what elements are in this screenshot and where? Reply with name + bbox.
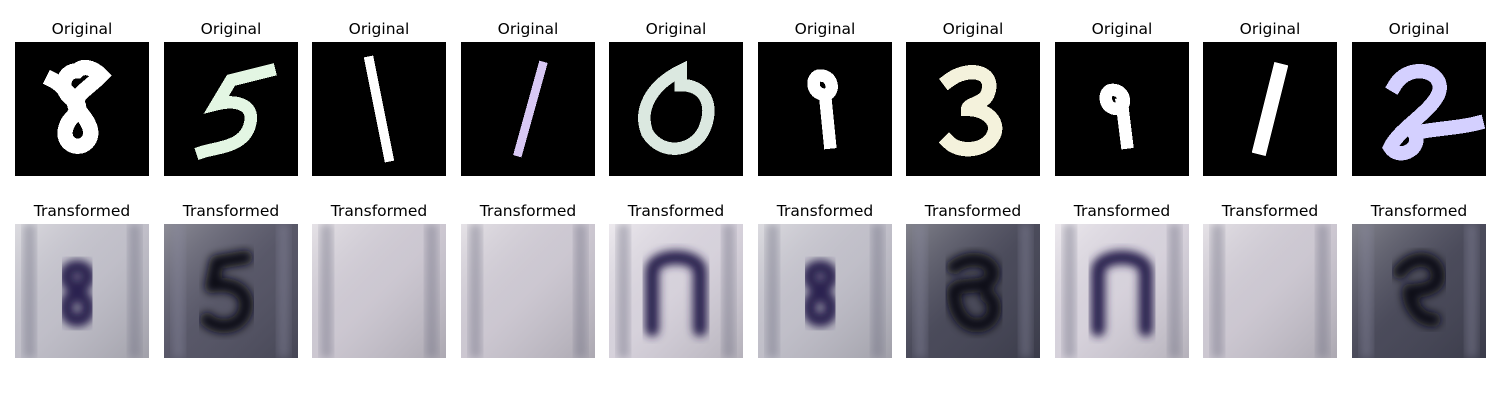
transformed-title: Transformed	[330, 202, 428, 220]
original-image	[1352, 42, 1486, 176]
transformed-image	[1055, 224, 1189, 358]
digit-stroke	[43, 59, 112, 154]
transformed-title: Transformed	[182, 202, 280, 220]
original-title: Original	[348, 20, 410, 38]
digit-stroke	[194, 63, 277, 160]
digit-stroke	[1381, 64, 1486, 161]
original-image	[609, 42, 743, 176]
digit-stroke	[638, 60, 715, 155]
transformed-glyph	[644, 250, 708, 337]
original-image	[312, 42, 446, 176]
original-title: Original	[1239, 20, 1301, 38]
transformed-image	[312, 224, 446, 358]
original-image	[1203, 42, 1337, 176]
digit-stroke	[363, 55, 395, 163]
original-image	[164, 42, 298, 176]
transformed-image	[15, 224, 149, 358]
transformed-title: Transformed	[1073, 202, 1171, 220]
transformed-image	[1203, 224, 1337, 358]
transformed-title: Transformed	[1221, 202, 1319, 220]
digit-stroke	[938, 65, 1003, 157]
transformed-image	[906, 224, 1040, 358]
transformed-title: Transformed	[479, 202, 577, 220]
transformed-glyph	[802, 259, 839, 327]
original-title: Original	[1388, 20, 1450, 38]
original-image	[1055, 42, 1189, 176]
digit-stroke	[513, 60, 548, 158]
original-title: Original	[794, 20, 856, 38]
transformed-title: Transformed	[33, 202, 131, 220]
original-image	[906, 42, 1040, 176]
transformed-image	[758, 224, 892, 358]
transformed-image	[461, 224, 595, 358]
transformed-glyph	[199, 250, 254, 334]
transformed-glyph	[1090, 250, 1154, 337]
transformed-image	[1352, 224, 1486, 358]
transformed-glyph	[1392, 252, 1446, 327]
digit-stroke	[807, 69, 838, 150]
transformed-title: Transformed	[1370, 202, 1468, 220]
original-image	[758, 42, 892, 176]
digit-stroke	[1099, 83, 1134, 150]
original-title: Original	[645, 20, 707, 38]
transformed-glyph	[59, 259, 96, 327]
original-image	[15, 42, 149, 176]
original-image	[461, 42, 595, 176]
transformed-image	[609, 224, 743, 358]
original-title: Original	[1091, 20, 1153, 38]
transformed-title: Transformed	[924, 202, 1022, 220]
transformed-image	[164, 224, 298, 358]
transformed-title: Transformed	[776, 202, 874, 220]
transformed-glyph	[946, 252, 1002, 333]
original-title: Original	[51, 20, 113, 38]
original-title: Original	[942, 20, 1004, 38]
transformed-title: Transformed	[627, 202, 725, 220]
digit-stroke	[1251, 62, 1289, 156]
original-title: Original	[497, 20, 559, 38]
original-title: Original	[200, 20, 262, 38]
